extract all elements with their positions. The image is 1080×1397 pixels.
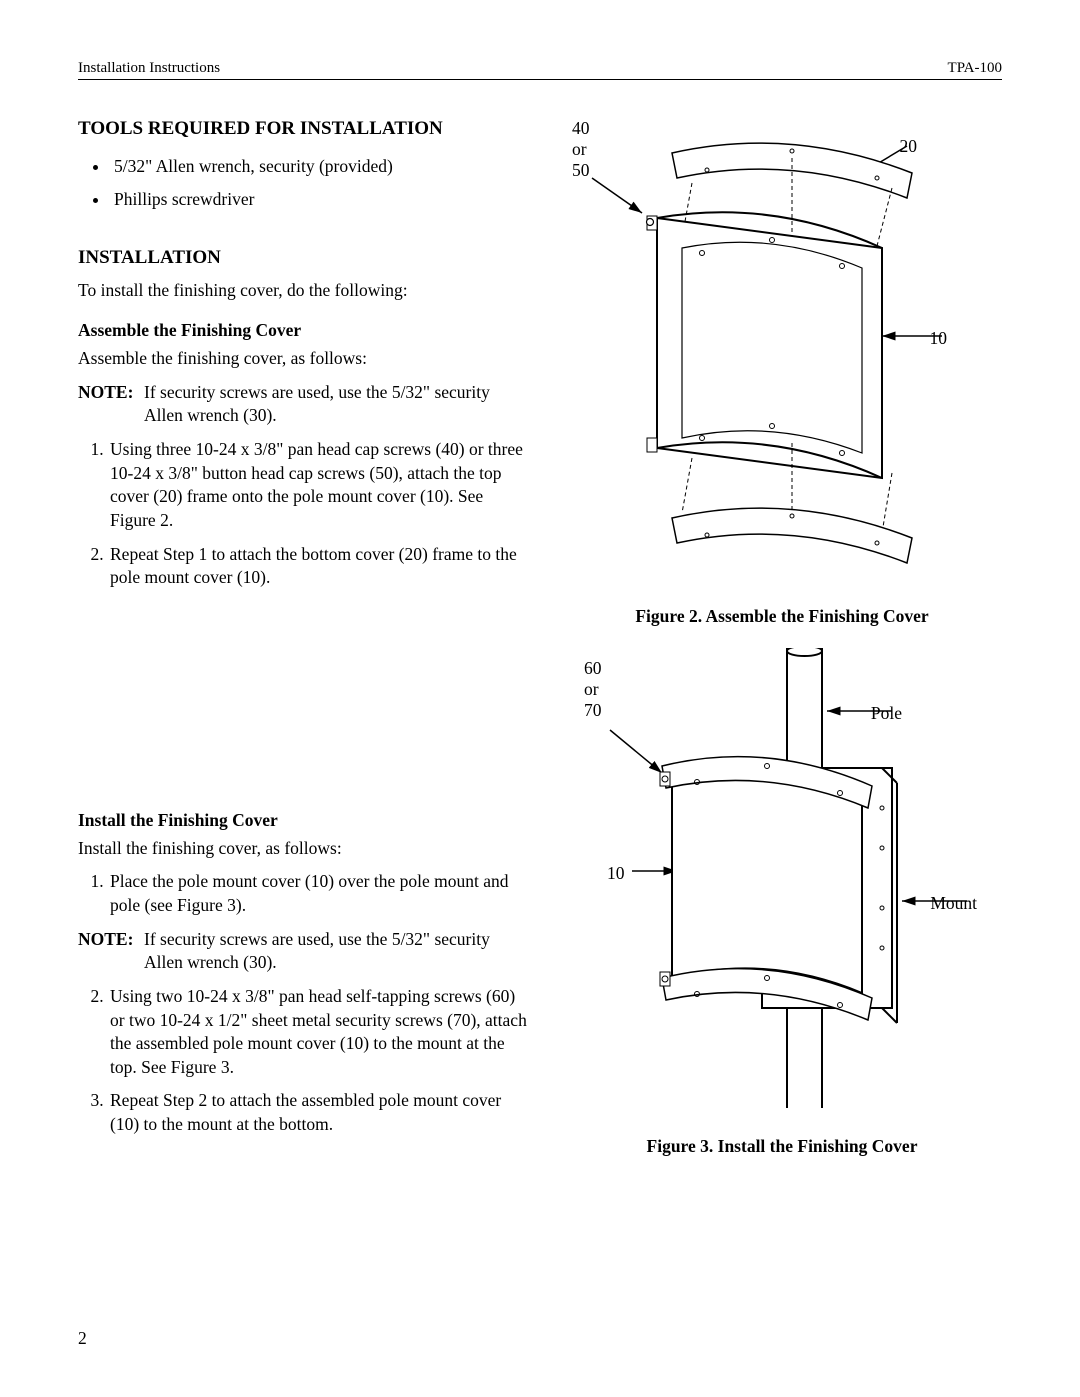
fig2-callout-20: 20 (900, 136, 918, 157)
tool-item: 5/32" Allen wrench, security (provided) (110, 150, 532, 183)
spacer (78, 600, 532, 810)
assemble-intro: Assemble the finishing cover, as follows… (78, 347, 532, 371)
installation-heading: INSTALLATION (78, 247, 532, 269)
install-steps-2: Using two 10-24 x 3/8" pan head self-tap… (78, 985, 532, 1137)
step-item: Repeat Step 2 to attach the assembled po… (108, 1089, 532, 1136)
step-item: Place the pole mount cover (10) over the… (108, 870, 532, 917)
fig2-callout-40-50: 40 or 50 (572, 118, 590, 181)
install-steps-1: Place the pole mount cover (10) over the… (78, 870, 532, 917)
note-text: If security screws are used, use the 5/3… (144, 381, 532, 428)
figure-3: 60 or 70 Pole 10 Mount (562, 648, 1002, 1178)
tools-heading: TOOLS REQUIRED FOR INSTALLATION (78, 118, 532, 140)
fig3-callout-10: 10 (607, 863, 625, 884)
step-item: Using three 10-24 x 3/8" pan head cap sc… (108, 438, 532, 533)
header-right: TPA-100 (948, 60, 1002, 77)
note-text: If security screws are used, use the 5/3… (144, 928, 532, 975)
fig3-callout-60-70: 60 or 70 (584, 658, 602, 721)
header-left: Installation Instructions (78, 60, 220, 77)
figure-2: 40 or 50 20 10 (562, 118, 1002, 618)
tool-item: Phillips screwdriver (110, 183, 532, 216)
step-item: Repeat Step 1 to attach the bottom cover… (108, 543, 532, 590)
figure-2-caption: Figure 2. Assemble the Finishing Cover (562, 606, 1002, 627)
figure-3-diagram (562, 648, 1002, 1118)
step-item: Using two 10-24 x 3/8" pan head self-tap… (108, 985, 532, 1080)
install-heading: Install the Finishing Cover (78, 810, 532, 831)
left-column: TOOLS REQUIRED FOR INSTALLATION 5/32" Al… (78, 118, 532, 1178)
page: Installation Instructions TPA-100 TOOLS … (0, 0, 1080, 1397)
installation-intro: To install the finishing cover, do the f… (78, 279, 532, 303)
running-header: Installation Instructions TPA-100 (78, 60, 1002, 80)
assemble-heading: Assemble the Finishing Cover (78, 320, 532, 341)
fig3-callout-mount: Mount (930, 893, 977, 914)
note-label: NOTE: (78, 381, 144, 428)
note-label: NOTE: (78, 928, 144, 975)
page-number: 2 (78, 1328, 87, 1349)
tools-list: 5/32" Allen wrench, security (provided) … (78, 150, 532, 217)
two-column-layout: TOOLS REQUIRED FOR INSTALLATION 5/32" Al… (78, 118, 1002, 1178)
install-intro: Install the finishing cover, as follows: (78, 837, 532, 861)
right-column: 40 or 50 20 10 (562, 118, 1002, 1178)
figure-2-diagram (562, 118, 1002, 588)
assemble-steps: Using three 10-24 x 3/8" pan head cap sc… (78, 438, 532, 590)
fig3-callout-pole: Pole (871, 703, 902, 724)
install-note: NOTE: If security screws are used, use t… (78, 928, 532, 975)
figure-3-caption: Figure 3. Install the Finishing Cover (562, 1136, 1002, 1157)
assemble-note: NOTE: If security screws are used, use t… (78, 381, 532, 428)
fig2-callout-10: 10 (930, 328, 948, 349)
